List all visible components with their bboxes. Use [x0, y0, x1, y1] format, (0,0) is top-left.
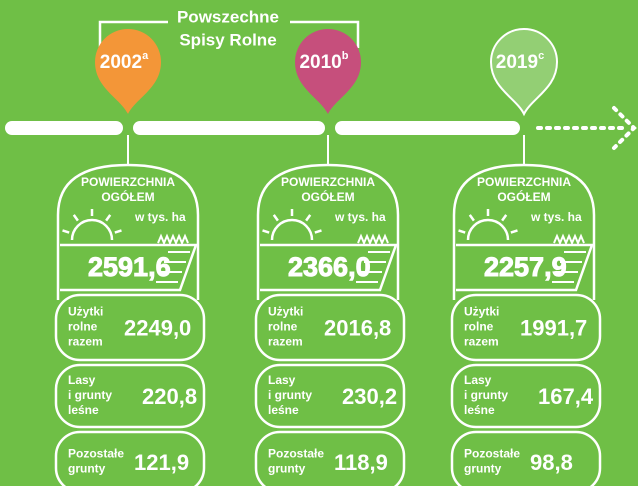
year: 2019c — [496, 50, 544, 73]
row-label: i grunty — [464, 388, 508, 402]
row-label: Pozostałe — [268, 447, 324, 461]
row-label: i grunty — [68, 388, 112, 402]
row-label: razem — [464, 335, 499, 349]
timeline-bar — [5, 121, 123, 135]
total: 2591,6 — [88, 252, 171, 282]
row-value: 2249,0 — [124, 315, 191, 340]
row-label: leśne — [68, 403, 99, 417]
row-label: Lasy — [268, 373, 296, 387]
row-label: Pozostałe — [464, 447, 520, 461]
heading: POWIERZCHNIA — [81, 175, 175, 189]
year: 2010b — [299, 50, 348, 73]
heading: OGÓŁEM — [101, 189, 154, 204]
row-value: 167,4 — [538, 384, 594, 409]
row-value: 118,9 — [334, 450, 388, 475]
total: 2366,0 — [288, 252, 371, 282]
timeline-bar — [133, 121, 325, 135]
year-number: 2019 — [496, 52, 538, 73]
row-value: 121,9 — [134, 450, 189, 475]
year: 2002a — [100, 50, 149, 73]
year-note: c — [538, 50, 544, 62]
infographic: Powszechne Spisy Rolne 2002a POWIERZCHNIA… — [0, 0, 638, 486]
title-line: Spisy Rolne — [179, 30, 276, 49]
unit: w tys. ha — [530, 210, 582, 224]
heading: OGÓŁEM — [301, 189, 354, 204]
row-label: i grunty — [268, 388, 312, 402]
row-label: rolne — [268, 320, 298, 334]
row-label: Użytki — [268, 305, 303, 319]
row-label: leśne — [464, 403, 495, 417]
row-value: 220,8 — [142, 384, 197, 409]
row-label: grunty — [268, 462, 306, 476]
row-value: 98,8 — [530, 450, 573, 475]
row-label: razem — [68, 335, 103, 349]
heading: POWIERZCHNIA — [281, 175, 375, 189]
total: 2257,9 — [484, 252, 567, 282]
row-label: Lasy — [68, 373, 96, 387]
row-label: Użytki — [464, 305, 499, 319]
heading: POWIERZCHNIA — [477, 175, 571, 189]
row-label: razem — [268, 335, 303, 349]
heading: OGÓŁEM — [497, 189, 550, 204]
row-value: 1991,7 — [520, 315, 587, 340]
row-label: rolne — [68, 320, 98, 334]
title-line: Powszechne — [177, 7, 279, 26]
row-label: Pozostałe — [68, 447, 124, 461]
year-note: a — [142, 50, 149, 62]
row-label: Użytki — [68, 305, 103, 319]
row-value: 2016,8 — [324, 315, 391, 340]
year-note: b — [342, 50, 349, 62]
row-label: Lasy — [464, 373, 492, 387]
row-label: rolne — [464, 320, 494, 334]
timeline-bar — [335, 121, 520, 135]
row-label: grunty — [464, 462, 502, 476]
row-label: leśne — [268, 403, 299, 417]
row-label: grunty — [68, 462, 106, 476]
unit: w tys. ha — [134, 210, 186, 224]
row-value: 230,2 — [342, 384, 397, 409]
unit: w tys. ha — [334, 210, 386, 224]
year-number: 2010 — [299, 52, 341, 73]
year-number: 2002 — [100, 52, 142, 73]
